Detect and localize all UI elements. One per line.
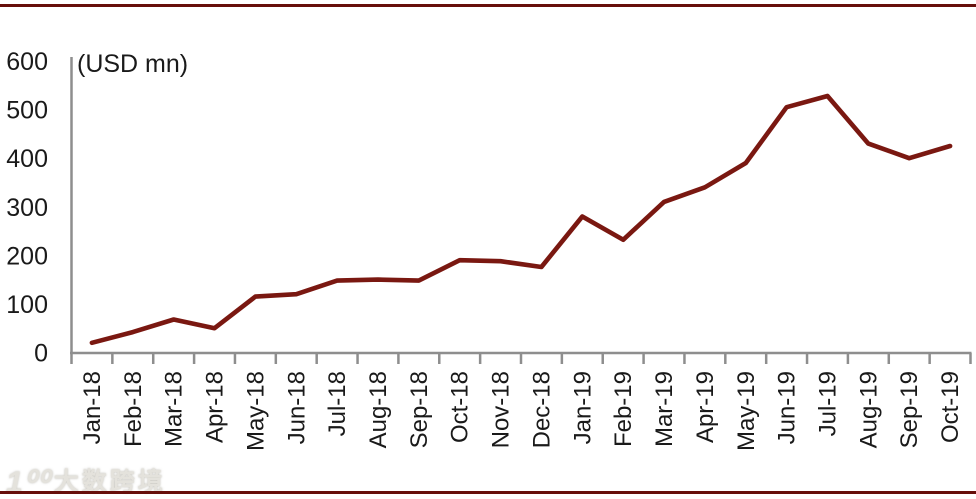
usd-monthly-line-chart: 0 100 200 300 400 500 600 Jan-18 Feb-18 Mar-18 Ap… — [6, 48, 972, 451]
x-axis-tick-label: Jul-19 — [814, 371, 841, 436]
y-axis-labels: 0 100 200 300 400 500 600 — [6, 48, 48, 368]
x-axis-tick-label: Mar-18 — [161, 371, 188, 447]
x-axis-tick-label: Sep-18 — [406, 371, 433, 448]
x-axis-tick-label: Apr-19 — [692, 371, 719, 443]
x-axis-tick-label: Oct-18 — [447, 371, 474, 443]
x-axis-tick-label: Jun-18 — [283, 371, 310, 444]
y-axis-tick-label: 200 — [6, 242, 48, 270]
x-axis-tick-label: Feb-18 — [120, 371, 147, 447]
axes — [70, 57, 972, 364]
y-axis-tick-label: 400 — [6, 145, 48, 173]
x-axis-tick-label: Nov-18 — [488, 371, 515, 448]
x-axis-tick-label: Sep-19 — [896, 371, 923, 448]
y-axis-tick-label: 0 — [34, 340, 48, 368]
y-axis-tick-label: 600 — [6, 48, 48, 76]
x-axis-tick-label: Mar-19 — [651, 371, 678, 447]
y-axis-tick-label: 300 — [6, 194, 48, 222]
x-axis-tick-label: Dec-18 — [528, 371, 555, 448]
x-axis-tick-label: Oct-19 — [937, 371, 964, 443]
y-axis-tick-label: 100 — [6, 291, 48, 319]
x-axis-tick-label: Jul-18 — [324, 371, 351, 436]
y-axis-tick-label: 500 — [6, 97, 48, 125]
data-series-line — [89, 93, 953, 346]
bottom-border-line — [0, 491, 976, 494]
x-axis-labels: Jan-18 Feb-18 Mar-18 Apr-18 May-18 Jun-18 Jul-… — [79, 371, 964, 451]
x-axis-tick-label: Apr-18 — [202, 371, 229, 443]
x-axis-tick-label: Jan-18 — [79, 371, 106, 444]
x-axis-tick-label: May-18 — [242, 371, 269, 451]
x-axis-tick-label: Jan-19 — [569, 371, 596, 444]
x-axis-tick-label: Feb-19 — [610, 371, 637, 447]
y-axis-unit-label: (USD mn) — [77, 50, 188, 78]
watermark-logo: 1⁰⁰ — [6, 466, 50, 499]
top-border-line — [0, 4, 976, 7]
x-axis-tick-label: Jun-19 — [774, 371, 801, 444]
x-axis-tick-label: May-19 — [733, 371, 760, 451]
x-axis-tick-label: Aug-19 — [855, 371, 882, 448]
x-axis-tick-label: Aug-18 — [365, 371, 392, 448]
